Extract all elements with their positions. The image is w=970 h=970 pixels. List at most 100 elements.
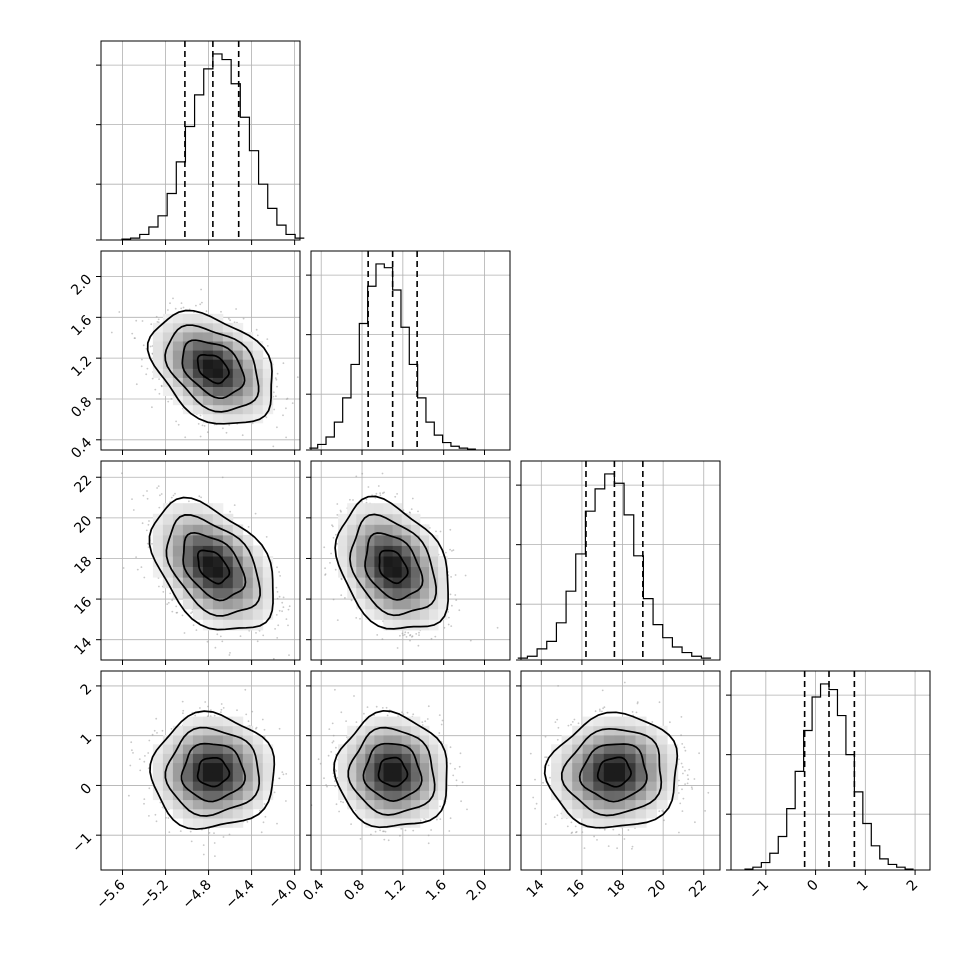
scatter-point <box>159 494 161 497</box>
y-tick-label: 16 <box>71 594 95 618</box>
density-cell <box>252 368 264 378</box>
density-cell <box>232 577 244 589</box>
scatter-point <box>169 592 172 595</box>
scatter-point <box>256 334 259 337</box>
scatter-point <box>239 635 242 637</box>
y-tick-label: 2.0 <box>68 271 95 298</box>
contour-line <box>349 513 437 617</box>
scatter-point <box>132 509 135 511</box>
scatter-point <box>282 414 284 417</box>
density-cell <box>252 566 264 578</box>
scatter-point <box>435 530 437 533</box>
scatter-point <box>272 391 275 394</box>
density-cell <box>232 619 244 631</box>
scatter-point <box>135 383 138 386</box>
scatter-point <box>170 398 173 400</box>
scatter-point <box>285 407 287 410</box>
scatter-point <box>377 485 380 487</box>
density-cell <box>222 395 234 406</box>
scatter-point <box>142 344 145 347</box>
density-cell <box>212 598 224 610</box>
scatter-point <box>157 485 160 487</box>
scatter-point <box>379 494 382 497</box>
scatter-point <box>409 639 411 642</box>
x-tick-label: −1 <box>746 877 772 903</box>
scatter-point <box>158 585 160 588</box>
scatter-point <box>455 599 458 601</box>
scatter-point <box>131 498 133 500</box>
scatter-point <box>454 574 457 576</box>
scatter-point <box>418 631 420 634</box>
scatter-point <box>409 634 411 637</box>
density-cell <box>212 313 224 324</box>
contour-line <box>334 495 449 630</box>
density-cell <box>202 598 214 610</box>
density-cell <box>438 598 448 610</box>
density-cell <box>222 556 234 567</box>
density-cell <box>392 524 403 536</box>
scatter-point <box>367 486 370 488</box>
density-cell <box>162 377 174 387</box>
density-cell <box>365 566 375 578</box>
density-cell <box>356 598 366 610</box>
density-cell <box>401 598 412 610</box>
density-cell <box>172 359 184 369</box>
scatter-point <box>184 436 187 439</box>
density-cell <box>252 587 264 599</box>
density-cell <box>383 503 393 515</box>
density-cell <box>172 524 184 536</box>
density-cell <box>365 577 375 589</box>
scatter-point <box>275 614 278 616</box>
density-cell <box>232 534 244 546</box>
density-cell <box>338 545 348 557</box>
density-cell <box>182 322 194 333</box>
density-cell <box>232 545 244 557</box>
scatter-point <box>330 552 332 555</box>
scatter-point <box>396 647 399 649</box>
scatter-point <box>171 599 174 602</box>
scatter-point <box>151 377 154 380</box>
scatter-point <box>434 635 437 638</box>
scatter-point <box>255 632 257 634</box>
scatter-point <box>147 523 150 526</box>
density-cell <box>232 404 244 415</box>
x-tick-label: 1 <box>854 877 872 895</box>
density-cell <box>392 566 403 578</box>
density-cell <box>347 524 357 536</box>
density-cell <box>172 386 184 397</box>
density-cell <box>192 566 204 578</box>
density-cell <box>262 598 274 610</box>
scatter-point <box>287 624 289 627</box>
scatter-point <box>266 338 269 340</box>
density-cell <box>392 619 403 631</box>
density-cell <box>172 566 184 578</box>
density-cell <box>202 503 214 515</box>
density-cell <box>347 503 357 515</box>
density-cell <box>232 322 244 333</box>
density-cell <box>410 598 421 610</box>
density-cell <box>222 341 234 351</box>
panel-2d <box>311 461 510 660</box>
density-cell <box>232 608 244 620</box>
scatter-point <box>396 493 398 495</box>
scatter-point <box>417 644 420 647</box>
density-cell <box>262 556 274 567</box>
scatter-point <box>162 591 165 593</box>
density-cell <box>212 566 224 578</box>
density-cell <box>222 577 234 589</box>
density-cell <box>192 377 204 387</box>
density-cell <box>347 534 357 546</box>
density-cell <box>242 598 254 610</box>
density-cell <box>347 556 357 567</box>
density-cell <box>262 577 274 589</box>
density-cell <box>152 350 164 360</box>
density-cell <box>365 545 375 557</box>
scatter-point <box>276 637 279 639</box>
scatter-point <box>273 408 276 411</box>
density-cell <box>202 566 214 578</box>
scatter-point <box>332 536 335 539</box>
density-cell <box>242 368 254 378</box>
scatter-point <box>155 315 158 318</box>
density-cell <box>232 386 244 397</box>
density-cell <box>182 341 194 351</box>
